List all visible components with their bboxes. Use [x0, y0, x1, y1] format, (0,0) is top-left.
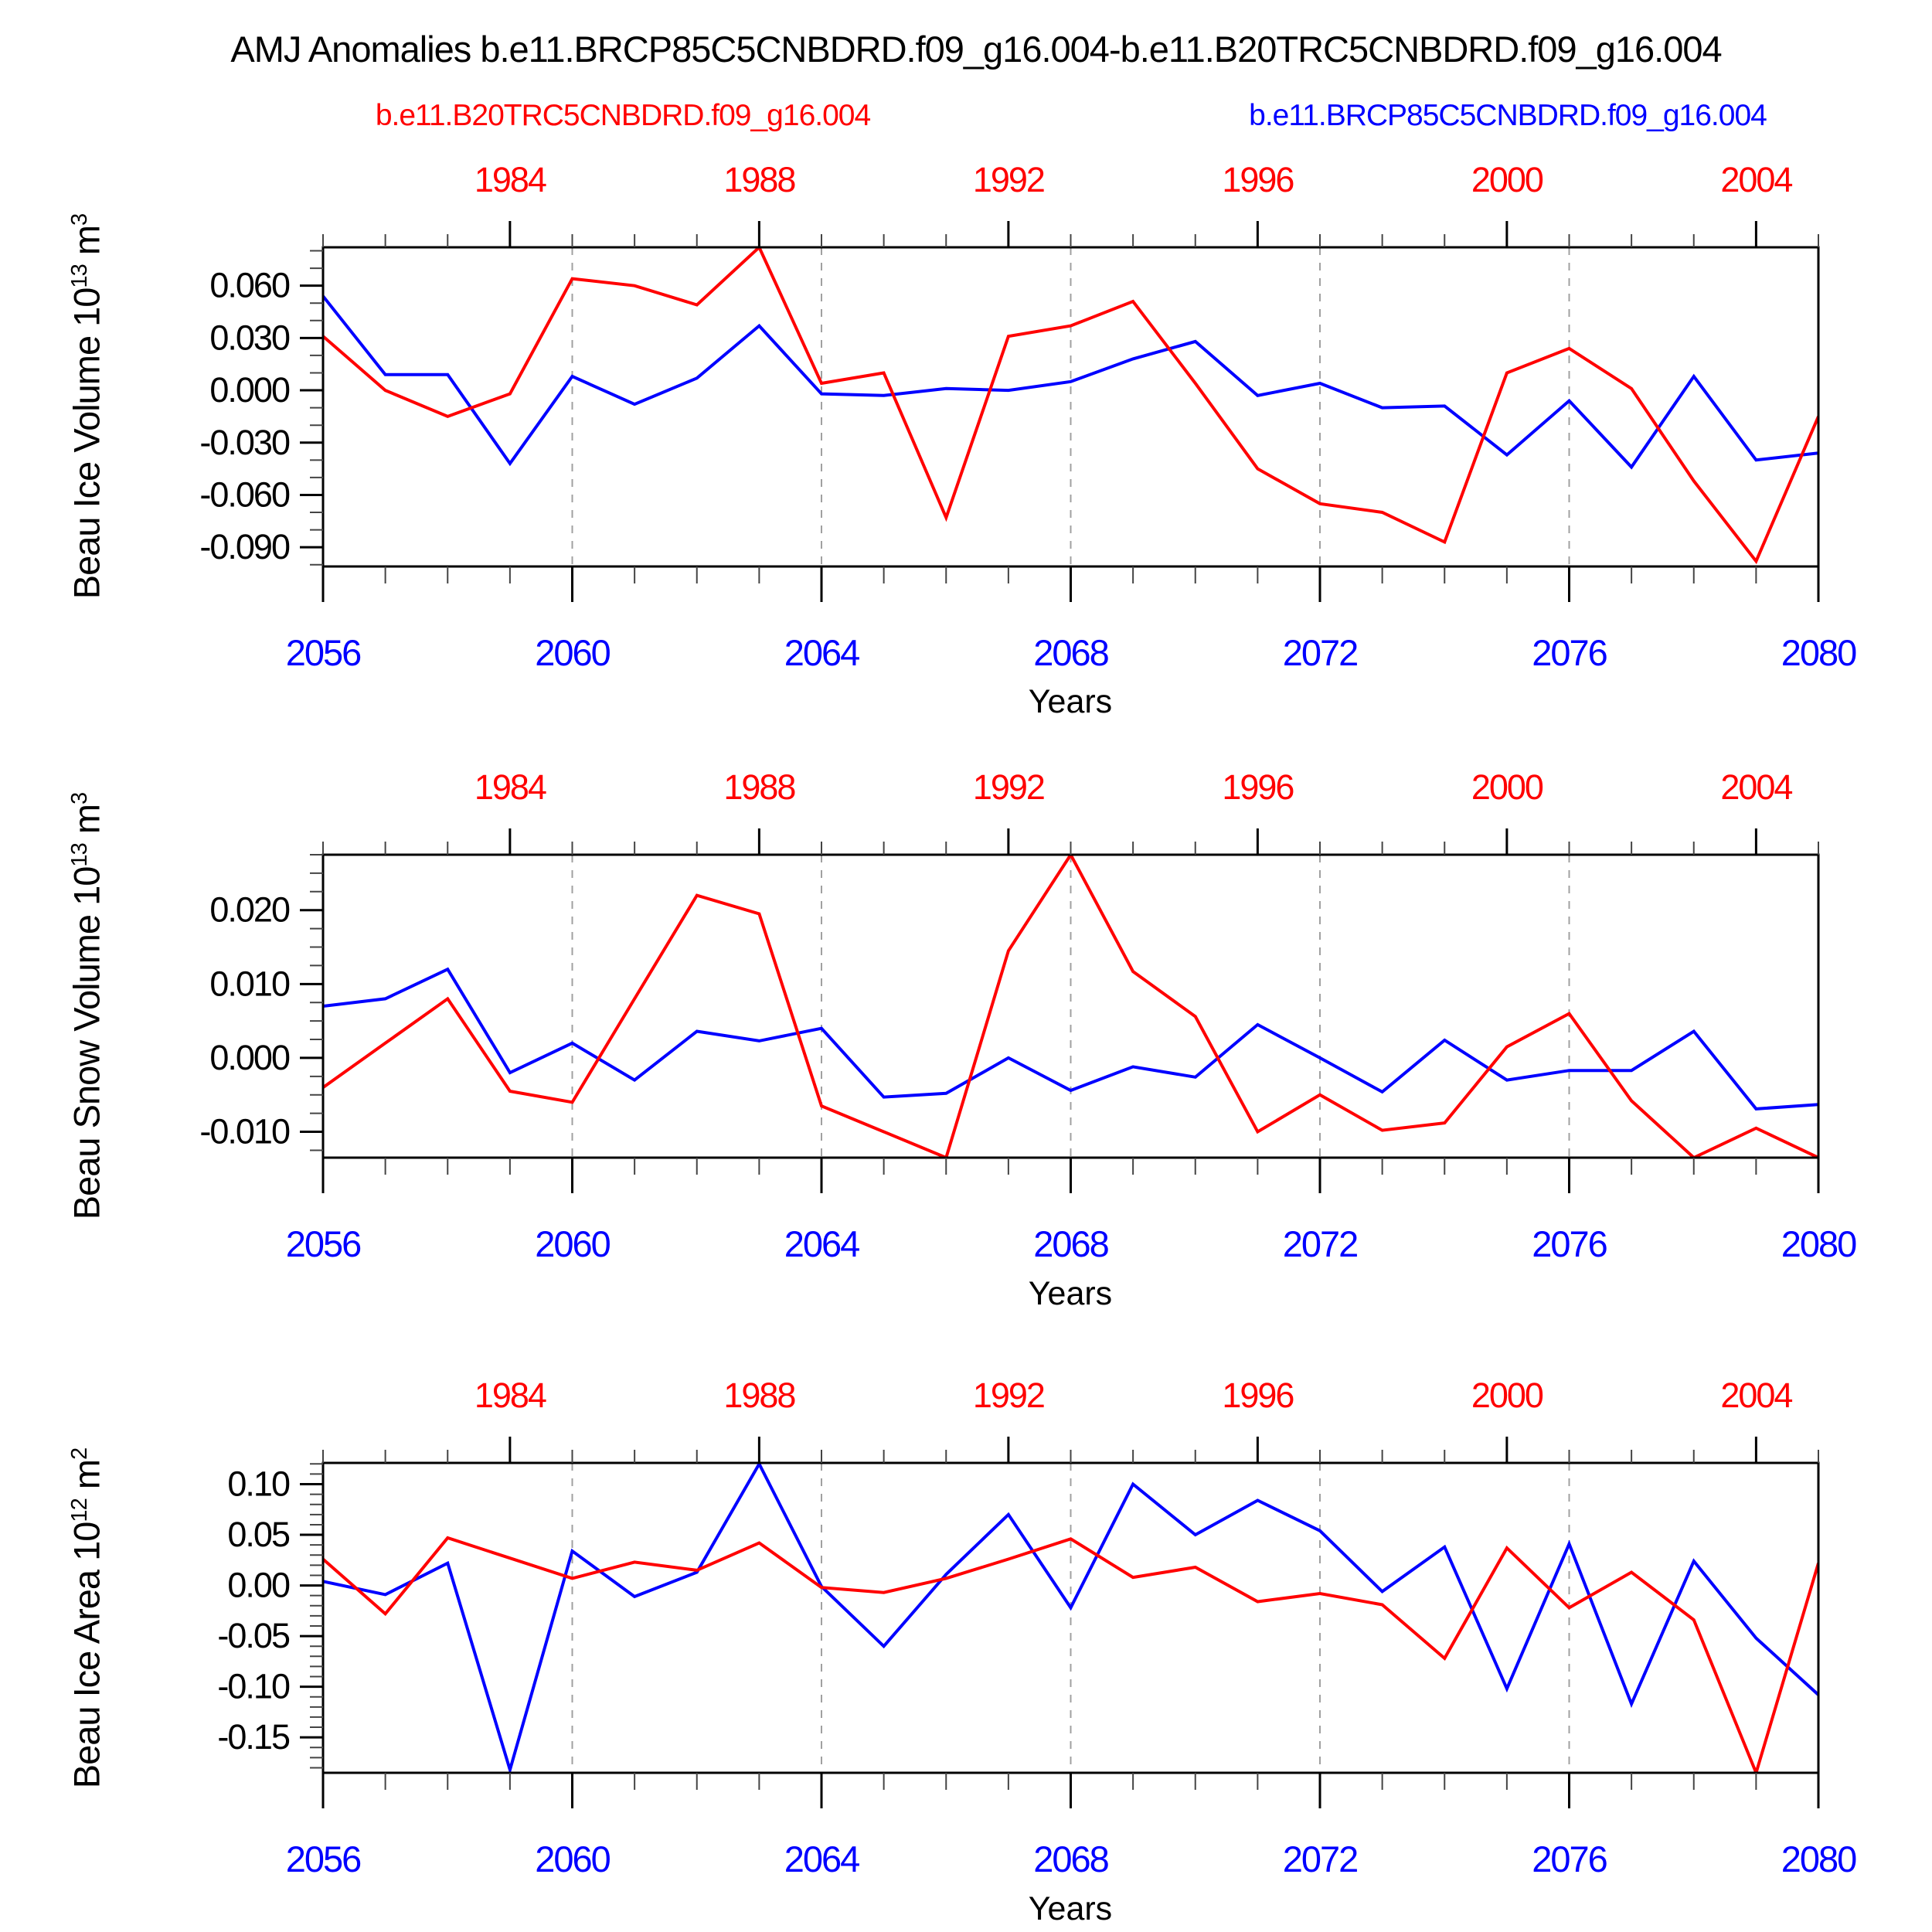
bottom-axis-year-label: 2076 [1532, 1838, 1607, 1879]
red-series-line [323, 247, 1818, 565]
bottom-axis-year-label: 2076 [1532, 1223, 1607, 1264]
plot-border [321, 853, 1820, 1159]
x-axis-title: Years [1028, 1890, 1113, 1927]
top-axis-year-label: 1984 [474, 767, 546, 807]
blue-series-line [323, 1463, 1818, 1773]
top-axis-year-label: 1996 [1222, 160, 1294, 199]
bottom-axis-year-label: 2072 [1283, 632, 1358, 673]
top-axis-year-label: 2000 [1471, 767, 1543, 807]
red-series-line [323, 855, 1818, 1158]
red-series-line [323, 1536, 1818, 1773]
y-axis-tick-label: 0.000 [209, 370, 290, 410]
legend-blue-run-label: b.e11.BRCP85C5CNBDRD.f09_g16.004 [1249, 99, 1767, 132]
top-axis-year-label: 1988 [723, 160, 795, 199]
y-axis-tick-label: -0.030 [199, 423, 290, 462]
bottom-axis-year-label: 2060 [535, 1223, 610, 1264]
y-axis-tick-label: 0.010 [209, 964, 290, 1003]
y-axis-tick-label: 0.000 [209, 1038, 290, 1077]
top-axis-year-label: 2000 [1471, 160, 1543, 199]
top-axis-year-label: 1996 [1222, 1376, 1294, 1415]
y-axis-tick-label: 0.020 [209, 890, 290, 930]
y-axis-tick-label: 0.060 [209, 266, 290, 305]
top-axis-year-label: 1992 [973, 1376, 1044, 1415]
y-axis-tick-label: -0.10 [217, 1667, 290, 1706]
y-axis-tick-label: -0.010 [199, 1112, 290, 1151]
top-axis-year-label: 1984 [474, 1376, 546, 1415]
top-axis-year-label: 1988 [723, 767, 795, 807]
bottom-axis-year-label: 2076 [1532, 632, 1607, 673]
bottom-axis-year-label: 2056 [286, 1223, 361, 1264]
y-axis-tick-label: -0.15 [217, 1717, 290, 1757]
y-axis-tick-label: -0.090 [199, 527, 290, 566]
bottom-axis-year-label: 2068 [1033, 632, 1108, 673]
chart-ice-area-plot: 1984 1988 1992 1996 2000 2004 2056 2060 2064 2068… [217, 1376, 1858, 1879]
x-axis-title: Years [1028, 683, 1113, 720]
top-axis-year-label: 2004 [1720, 767, 1792, 807]
y-axis-tick-label: -0.05 [217, 1616, 290, 1655]
top-axis-year-label: 1988 [723, 1376, 795, 1415]
y-axis-tick-label: -0.060 [199, 474, 290, 514]
top-axis-year-label: 1984 [474, 160, 546, 199]
bottom-axis-year-label: 2056 [286, 632, 361, 673]
bottom-axis-year-label: 2060 [535, 1838, 610, 1879]
bottom-axis-year-label: 2064 [784, 1838, 859, 1879]
top-axis-year-label: 1992 [973, 160, 1044, 199]
bottom-axis-year-label: 2064 [784, 1223, 859, 1264]
chart-ice-volume-plot: 1984 1988 1992 1996 2000 2004 2056 2060 2064 2068… [199, 160, 1858, 673]
top-axis-year-label: 2004 [1720, 1376, 1792, 1415]
blue-series-line [323, 967, 1818, 1111]
y-axis-tick-label: 0.030 [209, 318, 290, 357]
bottom-axis-year-label: 2072 [1283, 1223, 1358, 1264]
top-axis-year-label: 1992 [973, 767, 1044, 807]
x-axis-title: Years [1028, 1275, 1113, 1312]
bottom-axis-year-label: 2064 [784, 632, 859, 673]
bottom-axis-year-label: 2060 [535, 632, 610, 673]
top-axis-year-label: 1996 [1222, 767, 1294, 807]
legend-red-run-label: b.e11.B20TRC5CNBDRD.f09_g16.004 [375, 99, 871, 132]
y-axis-tick-label: 0.05 [227, 1515, 290, 1554]
bottom-axis-year-label: 2056 [286, 1838, 361, 1879]
bottom-axis-year-label: 2068 [1033, 1223, 1108, 1264]
chart-snow-volume-plot: 1984 1988 1992 1996 2000 2004 2056 2060 2064 2068… [199, 767, 1858, 1264]
top-axis-year-label: 2000 [1471, 1376, 1543, 1415]
bottom-axis-year-label: 2080 [1781, 632, 1856, 673]
y-axis-tick-label: 0.10 [227, 1464, 290, 1504]
y-axis-tick-label: 0.00 [227, 1566, 290, 1605]
bottom-axis-year-label: 2068 [1033, 1838, 1108, 1879]
figure-title: AMJ Anomalies b.e11.BRCP85C5CNBDRD.f09_g… [230, 29, 1722, 70]
top-axis-year-label: 2004 [1720, 160, 1792, 199]
bottom-axis-year-label: 2072 [1283, 1838, 1358, 1879]
bottom-axis-year-label: 2080 [1781, 1223, 1856, 1264]
bottom-axis-year-label: 2080 [1781, 1838, 1856, 1879]
blue-series-line [323, 294, 1818, 470]
